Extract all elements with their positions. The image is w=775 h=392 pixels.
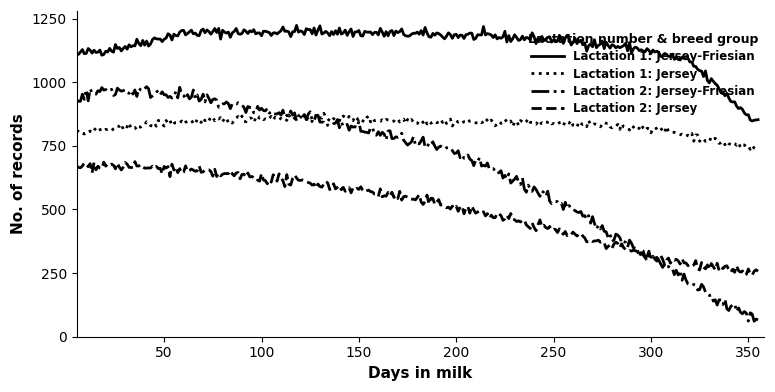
Legend: Lactation 1: Jersey-Friesian, Lactation 1: Jersey, Lactation 2: Jersey-Friesian,: Lactation 1: Jersey-Friesian, Lactation … (528, 33, 758, 115)
X-axis label: Days in milk: Days in milk (368, 366, 472, 381)
Y-axis label: No. of records: No. of records (11, 114, 26, 234)
